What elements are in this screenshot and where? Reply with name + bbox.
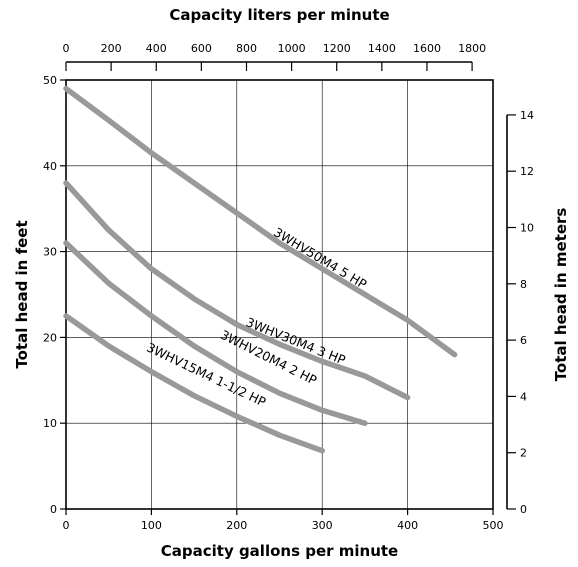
x2-tick-label: 600 [191,42,212,55]
x2-tick-label: 200 [101,42,122,55]
y2-tick-label: 4 [520,390,527,403]
curve-3whv30m4 [63,180,411,401]
y2-tick-label: 2 [520,447,527,460]
curve-3whv20m4 [63,240,368,426]
x2-tick-label: 1800 [458,42,486,55]
x2-tick-label: 0 [63,42,70,55]
y2-tick-label: 0 [520,503,527,516]
x2-tick-label: 1400 [368,42,396,55]
x-tick-label: 500 [483,519,504,532]
y-tick-label: 40 [43,160,57,173]
curve-label: 3WHV50M4 5 HP [271,224,370,292]
x2-tick-label: 400 [146,42,167,55]
y-tick-label: 10 [43,417,57,430]
x2-tick-label: 800 [236,42,257,55]
curve-3whv15m4 [63,313,325,454]
y2-tick-label: 8 [520,278,527,291]
x-tick-label: 400 [397,519,418,532]
x2-tick-label: 1000 [278,42,306,55]
x2-tick-label: 1200 [323,42,351,55]
y-axis-title: Total head in feet [13,220,31,368]
y-tick-label: 0 [50,503,57,516]
plot-frame [65,79,494,510]
x-tick-label: 300 [312,519,333,532]
y2-tick-label: 10 [520,222,534,235]
y2-axis-title: Total head in meters [552,208,570,382]
y-tick-label: 30 [43,246,57,259]
y-tick-label: 20 [43,331,57,344]
y2-tick-label: 14 [520,109,534,122]
x2-axis-title: Capacity liters per minute [169,6,389,24]
y-tick-label: 50 [43,74,57,87]
x2-tick-label: 1600 [413,42,441,55]
curve-3whv50m4 [63,85,458,358]
x-axis-title: Capacity gallons per minute [161,542,398,560]
x-tick-label: 0 [63,519,70,532]
x-tick-label: 200 [226,519,247,532]
y2-tick-label: 12 [520,165,534,178]
x-tick-label: 100 [141,519,162,532]
y2-tick-label: 6 [520,334,527,347]
